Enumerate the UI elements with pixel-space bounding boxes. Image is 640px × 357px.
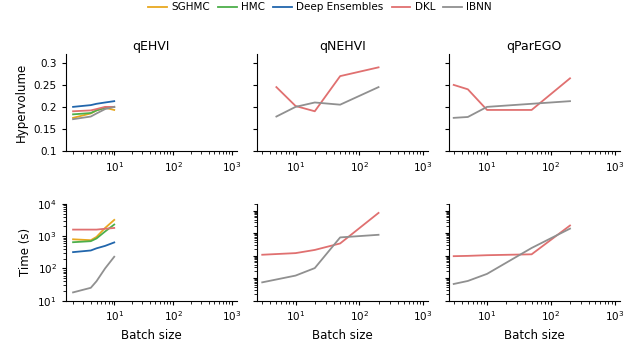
Legend: SGHMC, HMC, Deep Ensembles, DKL, IBNN: SGHMC, HMC, Deep Ensembles, DKL, IBNN xyxy=(144,0,496,16)
X-axis label: Batch size: Batch size xyxy=(312,329,373,342)
X-axis label: Batch size: Batch size xyxy=(504,329,564,342)
Y-axis label: Time (s): Time (s) xyxy=(19,228,31,276)
Title: qNEHVI: qNEHVI xyxy=(319,40,366,53)
Title: qParEGO: qParEGO xyxy=(506,40,562,53)
Y-axis label: Hypervolume: Hypervolume xyxy=(15,63,28,142)
Title: qEHVI: qEHVI xyxy=(132,40,170,53)
X-axis label: Batch size: Batch size xyxy=(121,329,182,342)
